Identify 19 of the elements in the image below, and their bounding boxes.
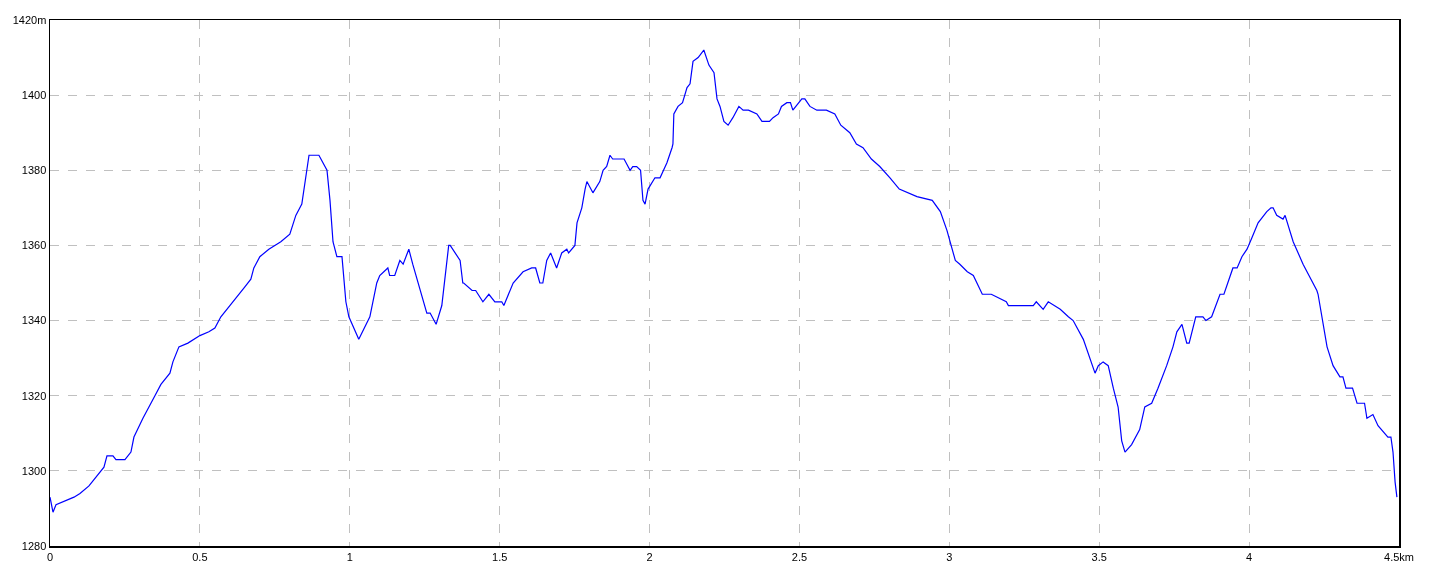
y-tick-label: 1400 <box>21 88 47 101</box>
x-tick-label: 2 <box>646 550 653 563</box>
line-series <box>50 49 1398 513</box>
y-tick-label: 1380 <box>21 164 47 177</box>
x-tick-label: 4.5km <box>1384 550 1414 563</box>
x-tick-label: 3 <box>946 550 953 563</box>
x-tick-label: 3.5 <box>1091 550 1107 563</box>
x-tick-label: 0 <box>46 550 54 563</box>
y-tick-label: 1420m <box>12 13 47 26</box>
x-tick-label: 0.5 <box>192 550 208 563</box>
x-tick-label: 1.5 <box>492 550 508 563</box>
y-tick-label: 1300 <box>21 464 47 477</box>
y-tick-label: 1360 <box>21 239 47 252</box>
x-tick-label: 4 <box>1246 550 1253 563</box>
x-tick-label: 2.5 <box>791 550 808 563</box>
x-tick-label: 1 <box>346 550 353 563</box>
y-tick-label: 1340 <box>21 314 47 327</box>
y-tick-label: 1320 <box>21 389 47 402</box>
y-tick-label: 1280 <box>21 539 47 552</box>
